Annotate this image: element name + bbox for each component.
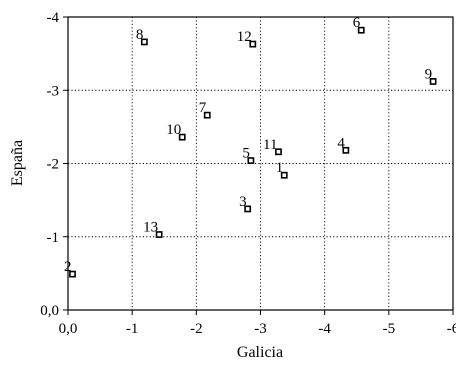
x-tick-label: -5 <box>383 321 396 337</box>
data-point <box>342 146 350 154</box>
axis-ticks <box>63 16 454 315</box>
data-point <box>357 26 365 34</box>
point-label: 4 <box>337 135 345 151</box>
point-label: 1 <box>276 160 284 176</box>
point-label: 2 <box>64 259 72 275</box>
x-tick-label: -6 <box>447 321 456 337</box>
point-label: 8 <box>136 27 144 43</box>
data-point <box>244 205 252 213</box>
x-tick-label: -4 <box>318 321 331 337</box>
y-tick-label: -1 <box>47 230 60 246</box>
y-tick-label: -4 <box>47 10 60 26</box>
y-tick-labels: 0,0 -1 -2 -3 -4 <box>40 10 59 319</box>
x-tick-label: 0,0 <box>59 321 78 337</box>
point-label: 5 <box>242 146 250 162</box>
point-label: 12 <box>237 29 252 45</box>
x-tick-label: -3 <box>254 321 267 337</box>
data-point <box>429 78 437 85</box>
grid-lines <box>68 17 453 310</box>
x-tick-label: -2 <box>190 321 203 337</box>
point-label: 13 <box>143 220 158 236</box>
data-point <box>140 38 148 46</box>
point-label: 11 <box>263 137 277 153</box>
data-point <box>203 111 211 119</box>
point-label: 9 <box>425 66 433 82</box>
data-point <box>178 133 186 141</box>
data-point <box>249 40 257 48</box>
x-tick-label: -1 <box>126 321 139 337</box>
y-tick-label: 0,0 <box>40 303 59 319</box>
y-tick-label: -2 <box>47 157 60 173</box>
y-axis-title: España <box>9 140 26 186</box>
data-point <box>275 148 282 156</box>
point-label: 3 <box>239 194 247 210</box>
data-point <box>247 157 255 164</box>
data-point <box>155 231 163 238</box>
point-label: 7 <box>199 100 207 116</box>
point-label: 10 <box>166 122 181 138</box>
y-tick-label: -3 <box>47 83 60 99</box>
data-point <box>280 171 288 179</box>
x-axis-title: Galicia <box>237 344 283 361</box>
data-point <box>69 270 76 278</box>
point-label: 6 <box>353 15 361 31</box>
x-tick-labels: 0,0 -1 -2 -3 -4 -5 -6 <box>59 321 456 337</box>
